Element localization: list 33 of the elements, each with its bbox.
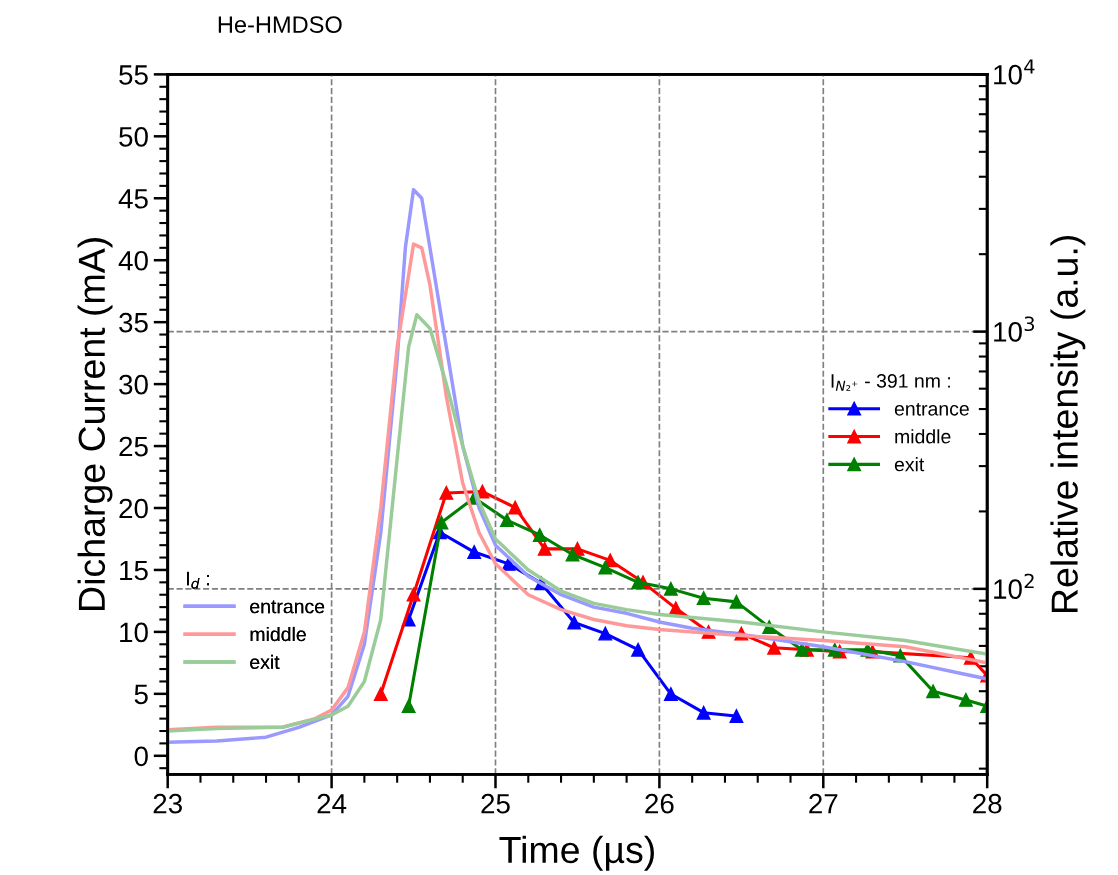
- y-tick-label: 40: [118, 250, 148, 271]
- y-tick-label: 45: [118, 189, 148, 209]
- y-tick-label: 55: [119, 65, 148, 85]
- text: I$_{d}$ :: [187, 571, 209, 589]
- legend-label: entrance: [250, 600, 325, 614]
- y2-tick-label: 10$^{4}$: [994, 59, 1035, 85]
- legend-label: entrance: [894, 402, 969, 416]
- chart-title: He-HMDSO: [218, 16, 342, 33]
- y2-axis-title: Relative intensity (a.u.): [1050, 235, 1086, 612]
- legend-label: exit: [894, 457, 925, 472]
- x-tick-label: 24: [317, 793, 347, 814]
- y-tick-label: 30: [119, 374, 148, 395]
- x-tick-label: 26: [645, 793, 674, 814]
- text: I$_{N₂⁺}$ - 391 nm :: [831, 374, 950, 391]
- y-tick-label: 5: [134, 684, 148, 705]
- y2-tick-label: 10$^{2}$: [994, 573, 1034, 599]
- y-tick-label: 50: [119, 126, 148, 147]
- y-tick-label: 35: [119, 312, 148, 333]
- legend-label: middle: [250, 626, 306, 642]
- x-axis-title: Time (µs): [499, 835, 654, 871]
- legend-label: middle: [895, 429, 951, 444]
- y-axis-title: Dicharge Current (mA): [77, 238, 113, 610]
- y-tick-label: 10: [120, 622, 148, 643]
- y-tick-label: 25: [119, 436, 148, 457]
- y2-tick-label: 10$^{3}$: [994, 316, 1035, 342]
- x-tick-label: 27: [809, 793, 838, 814]
- x-tick-label: 28: [973, 793, 1002, 814]
- y-tick-label: 15: [120, 560, 148, 581]
- y-tick-label: 0: [134, 746, 148, 767]
- x-tick-label: 23: [153, 793, 182, 814]
- x-tick-label: 25: [481, 793, 510, 814]
- y-tick-label: 20: [119, 498, 148, 519]
- legend-label: exit: [250, 654, 280, 670]
